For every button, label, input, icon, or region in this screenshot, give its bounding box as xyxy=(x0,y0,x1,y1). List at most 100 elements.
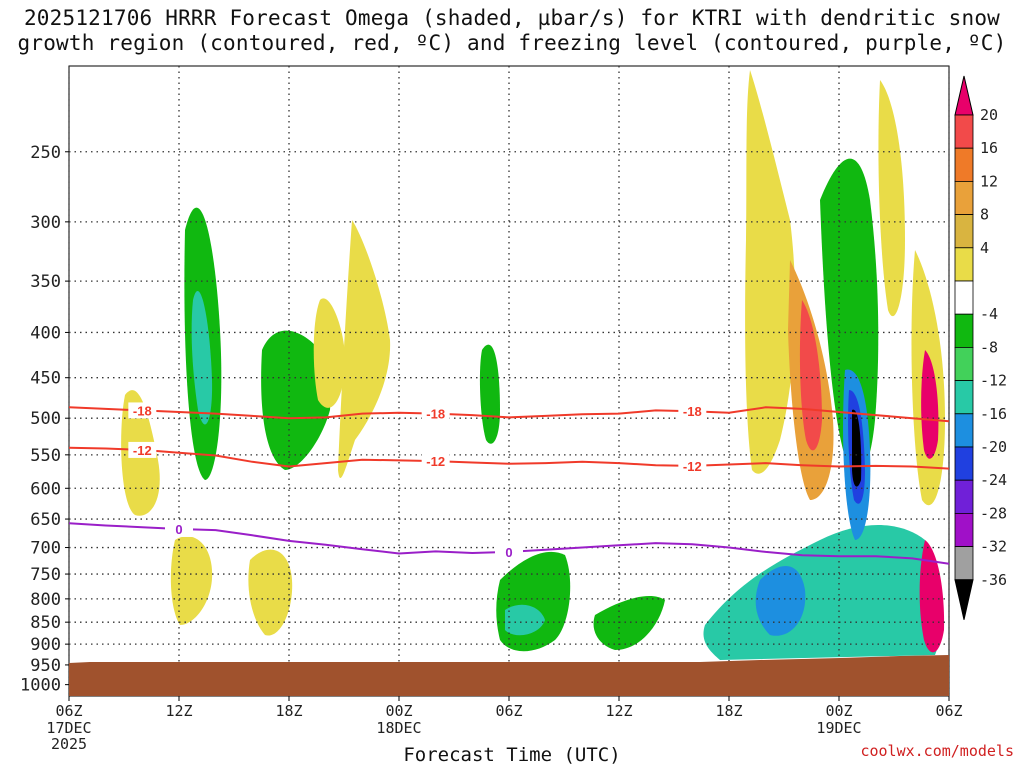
colorbar-label: -8 xyxy=(980,338,998,356)
contour-label: -12 xyxy=(133,443,152,458)
y-tick-label: 500 xyxy=(30,409,61,429)
omega-blob xyxy=(191,291,213,425)
contour-label-bg xyxy=(421,405,450,422)
y-tick-label: 950 xyxy=(30,656,61,676)
omega-blob xyxy=(878,80,905,317)
chart-title-line2: growth region (contoured, red, ºC) and f… xyxy=(17,31,1007,55)
colorbar-label: -20 xyxy=(980,438,1007,456)
colorbar-swatch xyxy=(954,147,974,182)
colorbar-swatch xyxy=(954,280,974,315)
x-tick-label: 00Z xyxy=(825,702,852,720)
colorbar-swatch xyxy=(954,380,974,415)
colorbar-swatch xyxy=(954,346,974,381)
x-tick-sublabel: 19DEC xyxy=(816,719,861,737)
x-tick-label: 12Z xyxy=(165,702,192,720)
contour-label: 0 xyxy=(505,545,512,560)
contour-line--18 xyxy=(69,406,949,423)
colorbar-swatch xyxy=(954,247,974,282)
y-tick-label: 700 xyxy=(30,539,61,559)
x-tick-sublabel: 2025 xyxy=(51,735,87,753)
y-tick-label: 750 xyxy=(30,565,61,585)
colorbar-label: -36 xyxy=(980,571,1007,589)
contour-label-bg xyxy=(495,543,523,560)
x-tick-label: 06Z xyxy=(935,702,962,720)
watermark-text: coolwx.com/models xyxy=(860,742,1014,760)
omega-blob xyxy=(921,350,939,459)
contour-label-bg xyxy=(165,520,193,537)
chart-title-line1: 2025121706 HRRR Forecast Omega (shaded, … xyxy=(23,6,1001,30)
contour-label-bg xyxy=(678,457,707,474)
colorbar-label: -16 xyxy=(980,405,1007,423)
contour-label: -18 xyxy=(133,403,152,418)
y-tick-label: 850 xyxy=(30,613,61,633)
omega-blob xyxy=(248,549,293,636)
colorbar-bottom-arrow xyxy=(954,579,974,620)
omega-blob xyxy=(745,70,796,474)
colorbar-swatch xyxy=(954,513,974,548)
x-tick-label: 12Z xyxy=(605,702,632,720)
colorbar-swatch xyxy=(954,114,974,149)
omega-blob xyxy=(852,409,862,487)
y-tick-label: 900 xyxy=(30,635,61,655)
x-tick-label: 18Z xyxy=(715,702,742,720)
terrain-fill xyxy=(69,655,949,696)
y-tick-label: 650 xyxy=(30,510,61,530)
omega-blob xyxy=(338,220,391,479)
omega-shading-layer xyxy=(121,70,945,660)
colorbar-swatch xyxy=(954,546,974,581)
contour-label: -18 xyxy=(426,407,445,422)
contour-line--12 xyxy=(69,446,949,470)
contour-label: 0 xyxy=(175,522,182,537)
colorbar-label: 20 xyxy=(980,106,998,124)
omega-blob xyxy=(313,298,345,408)
contour-label: -18 xyxy=(683,404,702,419)
x-tick-label: 00Z xyxy=(385,702,412,720)
x-tick-label: 18Z xyxy=(275,702,302,720)
colorbar-label: 16 xyxy=(980,139,998,157)
omega-blob xyxy=(170,536,213,625)
colorbar-swatch xyxy=(954,313,974,348)
y-tick-label: 600 xyxy=(30,479,61,499)
contour-label: -12 xyxy=(426,454,445,469)
omega-blob xyxy=(505,604,545,636)
y-tick-label: 550 xyxy=(30,446,61,466)
omega-blob xyxy=(799,300,822,451)
x-tick-label: 06Z xyxy=(55,702,82,720)
y-tick-label: 1000 xyxy=(20,676,61,696)
colorbar-swatch xyxy=(954,214,974,249)
colorbar-label: -28 xyxy=(980,504,1007,522)
contour-label-bg xyxy=(128,402,157,419)
colorbar-label: -4 xyxy=(980,305,998,323)
colorbar: 20 16 12 8 4 -4 -8 -12 -16 -20 -24 -28 -32 -36 xyxy=(954,75,1007,620)
gridlines xyxy=(68,66,950,696)
colorbar-label: 8 xyxy=(980,206,989,224)
x-tick-sublabel: 18DEC xyxy=(376,719,421,737)
contour-label-bg xyxy=(128,441,157,458)
contour-label-bg xyxy=(678,403,707,420)
omega-blob xyxy=(593,595,665,650)
colorbar-swatch xyxy=(954,180,974,215)
chart-title: 2025121706 HRRR Forecast Omega (shaded, … xyxy=(0,6,1024,56)
colorbar-label: 4 xyxy=(980,239,989,257)
y-tick-label: 400 xyxy=(30,323,61,343)
omega-blob xyxy=(479,344,500,444)
x-tick-sublabel: 17DEC xyxy=(46,719,91,737)
y-tick-label: 450 xyxy=(30,369,61,389)
omega-blob xyxy=(261,330,331,470)
contour-label-bg xyxy=(421,453,450,470)
colorbar-swatch xyxy=(954,446,974,481)
y-tick-label: 350 xyxy=(30,272,61,292)
ground-terrain xyxy=(69,655,949,696)
x-axis-title: Forecast Time (UTC) xyxy=(403,744,621,766)
colorbar-label: -12 xyxy=(980,372,1007,390)
y-tick-label: 300 xyxy=(30,213,61,233)
colorbar-swatch xyxy=(954,479,974,514)
y-axis: 2503003504004505005506006507007508008509… xyxy=(20,143,69,696)
y-tick-label: 800 xyxy=(30,590,61,610)
colorbar-label: -32 xyxy=(980,538,1007,556)
colorbar-label: -24 xyxy=(980,471,1007,489)
contour-label: -12 xyxy=(683,459,702,474)
omega-blob xyxy=(755,566,806,636)
